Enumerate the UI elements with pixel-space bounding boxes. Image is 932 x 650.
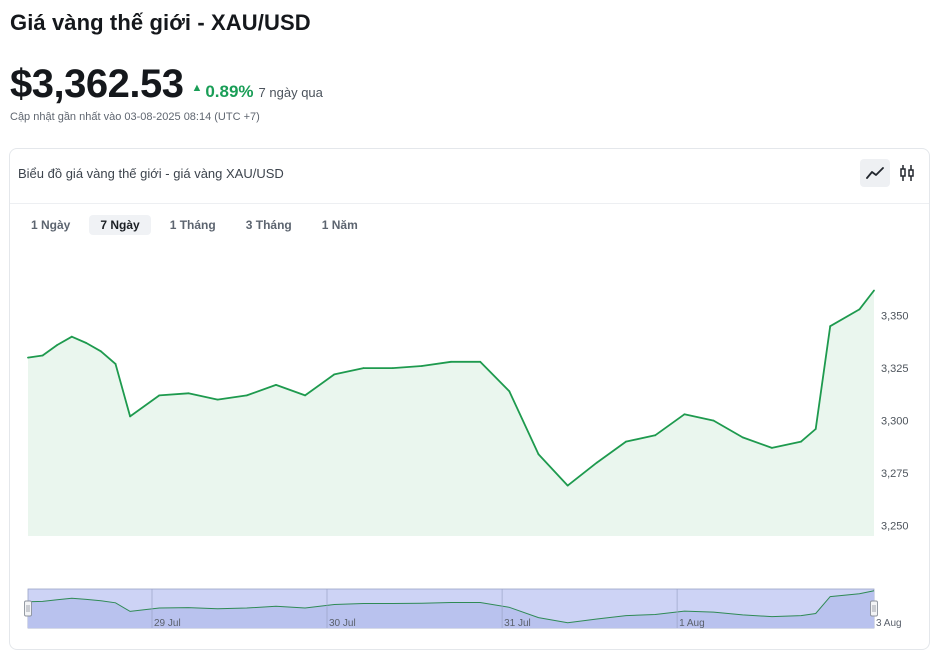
page-title: Giá vàng thế giới - XAU/USD — [10, 10, 311, 35]
navigator-x-label: 1 Aug — [679, 618, 705, 629]
price-point — [450, 360, 452, 363]
price-point — [187, 392, 190, 395]
price-point — [712, 419, 715, 422]
price-point — [873, 289, 875, 292]
price-point — [70, 335, 73, 338]
price-point — [27, 356, 29, 359]
price-point — [741, 436, 744, 439]
price-point — [683, 413, 686, 416]
price-point — [114, 363, 117, 365]
price-point — [333, 373, 336, 376]
price-point — [56, 344, 59, 346]
price-point — [479, 360, 482, 363]
price-point — [814, 428, 817, 430]
y-tick-label: 3,325 — [881, 363, 909, 375]
y-tick-label: 3,250 — [881, 521, 909, 533]
line-chart-icon — [866, 167, 884, 179]
price-point — [508, 390, 511, 393]
y-tick-label: 3,300 — [881, 416, 909, 428]
navigator-left-handle[interactable] — [24, 600, 32, 617]
tab-1-day[interactable]: 1 Ngày — [31, 218, 71, 232]
price-point — [41, 354, 44, 357]
price-change-period: 7 ngày qua — [258, 85, 323, 100]
tab-3-months[interactable]: 3 Tháng — [245, 218, 292, 232]
price-point — [158, 394, 161, 397]
chart-card-title: Biểu đồ giá vàng thế giới - giá vàng XAU… — [18, 166, 284, 181]
navigator-x-label: 31 Jul — [504, 618, 531, 629]
navigator-area — [28, 590, 874, 628]
navigator-right-handle[interactable] — [870, 600, 878, 617]
y-tick-label: 3,350 — [881, 311, 909, 323]
price-point — [829, 325, 832, 328]
price-point — [275, 384, 277, 386]
tab-1-month[interactable]: 1 Tháng — [169, 218, 216, 232]
navigator-series — [27, 590, 875, 624]
range-tabs: 1 Ngày 7 Ngày 1 Tháng 3 Tháng 1 Năm — [20, 215, 369, 235]
price-point — [537, 453, 540, 456]
tab-1-year[interactable]: 1 Năm — [321, 218, 358, 232]
candlestick-chart-button[interactable] — [892, 159, 922, 187]
price-point — [858, 308, 861, 311]
current-price: $3,362.53 — [10, 62, 184, 106]
last-updated: Cập nhật gần nhất vào 03-08-2025 08:14 (… — [10, 111, 260, 123]
price-point — [362, 367, 365, 369]
price-point — [800, 440, 802, 443]
price-point — [391, 367, 394, 369]
price-row: $3,362.53 ▲ 0.89% 7 ngày qua — [10, 62, 323, 107]
price-area — [28, 290, 874, 536]
price-point — [420, 365, 423, 367]
navigator-x-label: 30 Jul — [329, 618, 356, 629]
price-point — [654, 434, 657, 437]
price-point — [216, 398, 219, 401]
price-point — [129, 415, 132, 418]
navigator-x-label: 3 Aug — [876, 618, 902, 629]
tab-7-days[interactable]: 7 Ngày — [89, 215, 151, 235]
price-change-percent: 0.89% — [205, 82, 254, 101]
price-point — [100, 350, 102, 353]
price-point — [771, 447, 773, 449]
price-point — [245, 394, 248, 397]
price-point — [304, 394, 306, 397]
price-point — [85, 342, 88, 344]
navigator-x-label: 29 Jul — [154, 618, 181, 629]
price-point — [625, 440, 627, 443]
candlestick-icon — [900, 165, 914, 181]
line-chart-button[interactable] — [860, 159, 890, 187]
card-divider — [10, 203, 929, 204]
price-point — [596, 461, 598, 464]
price-point — [566, 484, 569, 487]
triangle-up-icon: ▲ — [191, 82, 203, 94]
y-tick-label: 3,275 — [881, 468, 909, 480]
